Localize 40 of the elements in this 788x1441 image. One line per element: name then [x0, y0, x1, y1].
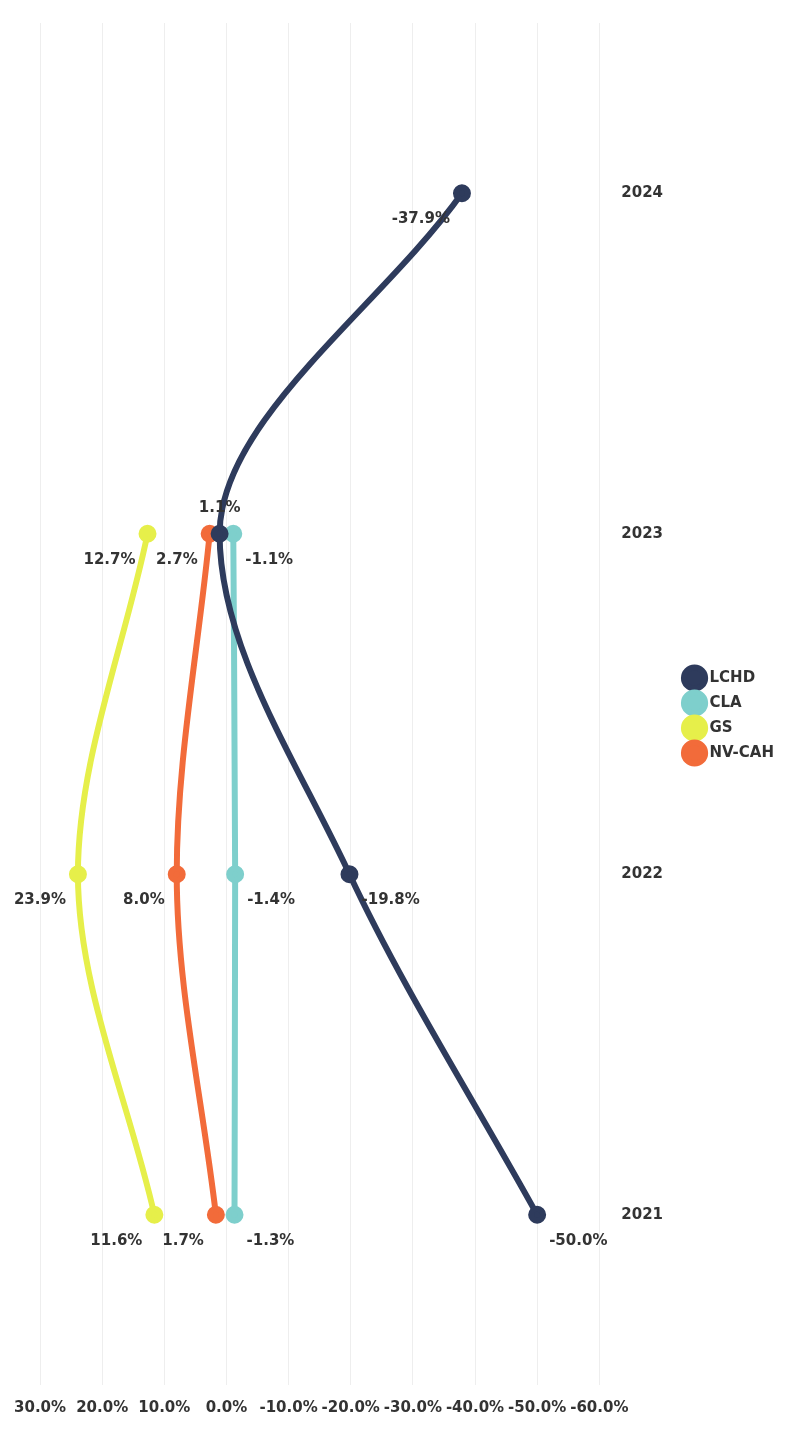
x-tick-label: 20.0% — [76, 1397, 129, 1416]
legend-label: CLA — [709, 692, 743, 711]
legend-label: GS — [709, 717, 733, 736]
point — [138, 524, 157, 543]
point — [68, 865, 87, 884]
data-label: 8.0% — [123, 890, 165, 909]
point — [528, 1205, 547, 1224]
x-tick-label: 10.0% — [138, 1397, 191, 1416]
point — [167, 865, 186, 884]
point — [206, 1205, 225, 1224]
x-tick-label: -40.0% — [445, 1397, 505, 1416]
y-tick-label: 2024 — [621, 183, 664, 202]
data-label: -50.0% — [549, 1230, 608, 1249]
point — [210, 524, 229, 543]
y-tick-label: 2023 — [621, 523, 664, 542]
point — [340, 865, 359, 884]
data-label: 2.7% — [156, 549, 198, 568]
x-tick-label: -20.0% — [321, 1397, 380, 1416]
x-tick-label: 30.0% — [14, 1397, 67, 1416]
data-label: -1.4% — [247, 890, 295, 909]
legend-label: NV-CAH — [709, 742, 774, 761]
point — [452, 184, 471, 203]
point — [224, 524, 243, 543]
x-tick-label: -60.0% — [570, 1397, 629, 1416]
data-label: 11.6% — [90, 1230, 143, 1249]
x-tick-label: -50.0% — [508, 1397, 567, 1416]
point — [225, 1205, 244, 1224]
x-tick-label: 0.0% — [205, 1397, 248, 1416]
data-label: 23.9% — [13, 890, 66, 909]
data-label: 12.7% — [83, 549, 136, 568]
data-label: -1.1% — [245, 549, 294, 568]
x-tick-label: -30.0% — [383, 1397, 442, 1416]
x-tick-label: -10.0% — [259, 1397, 318, 1416]
legend-label: LCHD — [709, 667, 756, 686]
data-label: -1.3% — [246, 1230, 295, 1249]
point — [145, 1205, 164, 1224]
y-tick-label: 2022 — [621, 864, 664, 883]
data-label: 1.7% — [162, 1230, 204, 1249]
point — [226, 865, 245, 884]
y-tick-label: 2021 — [621, 1204, 664, 1223]
